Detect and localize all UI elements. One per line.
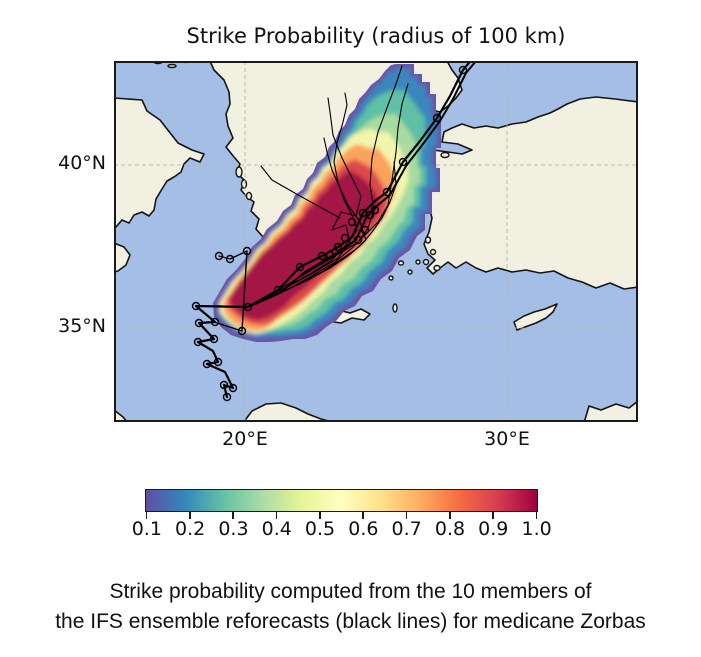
colorbar-tick-mark xyxy=(275,512,278,519)
caption-line-1: Strike probability computed from the 10 … xyxy=(109,580,592,603)
lat-tick-40n: 40°N xyxy=(58,152,106,174)
colorbar-tick-mark xyxy=(319,512,321,519)
colorbar-tick-label: 0.5 xyxy=(304,518,336,540)
map-svg xyxy=(113,56,639,424)
colorbar-tick-label: 1.0 xyxy=(521,518,552,540)
colorbar-tick-mark xyxy=(362,512,364,519)
colorbar-tick-label: 0.2 xyxy=(175,518,206,540)
colorbar-tick-label: 0.3 xyxy=(218,518,249,540)
colorbar-tick-label: 0.4 xyxy=(261,518,292,540)
colorbar-tick-mark xyxy=(535,512,538,519)
colorbar-tick-label: 0.8 xyxy=(434,518,466,540)
colorbar-gradient xyxy=(145,489,538,512)
colorbar-tick-label: 0.7 xyxy=(391,518,422,540)
colorbar-tick-label: 0.1 xyxy=(131,518,162,540)
colorbar-tick-mark xyxy=(405,512,408,519)
colorbar-tick-mark xyxy=(189,512,191,519)
lon-tick-20e: 20°E xyxy=(222,428,268,450)
map-canvas xyxy=(113,56,639,424)
figure-caption: Strike probability computed from the 10 … xyxy=(0,577,701,637)
colorbar-tick-mark xyxy=(232,512,235,519)
lon-tick-30e: 30°E xyxy=(484,428,530,450)
colorbar-tick-mark xyxy=(145,512,148,519)
colorbar-tick-mark xyxy=(448,512,451,519)
figure-title: Strike Probability (radius of 100 km) xyxy=(186,24,566,48)
caption-line-2: the IFS ensemble reforecasts (black line… xyxy=(55,610,646,633)
colorbar-tick-label: 0.9 xyxy=(478,518,509,540)
lat-tick-35n: 35°N xyxy=(58,315,106,337)
colorbar-tick-mark xyxy=(492,512,494,519)
colorbar-tick-label: 0.6 xyxy=(348,518,379,540)
